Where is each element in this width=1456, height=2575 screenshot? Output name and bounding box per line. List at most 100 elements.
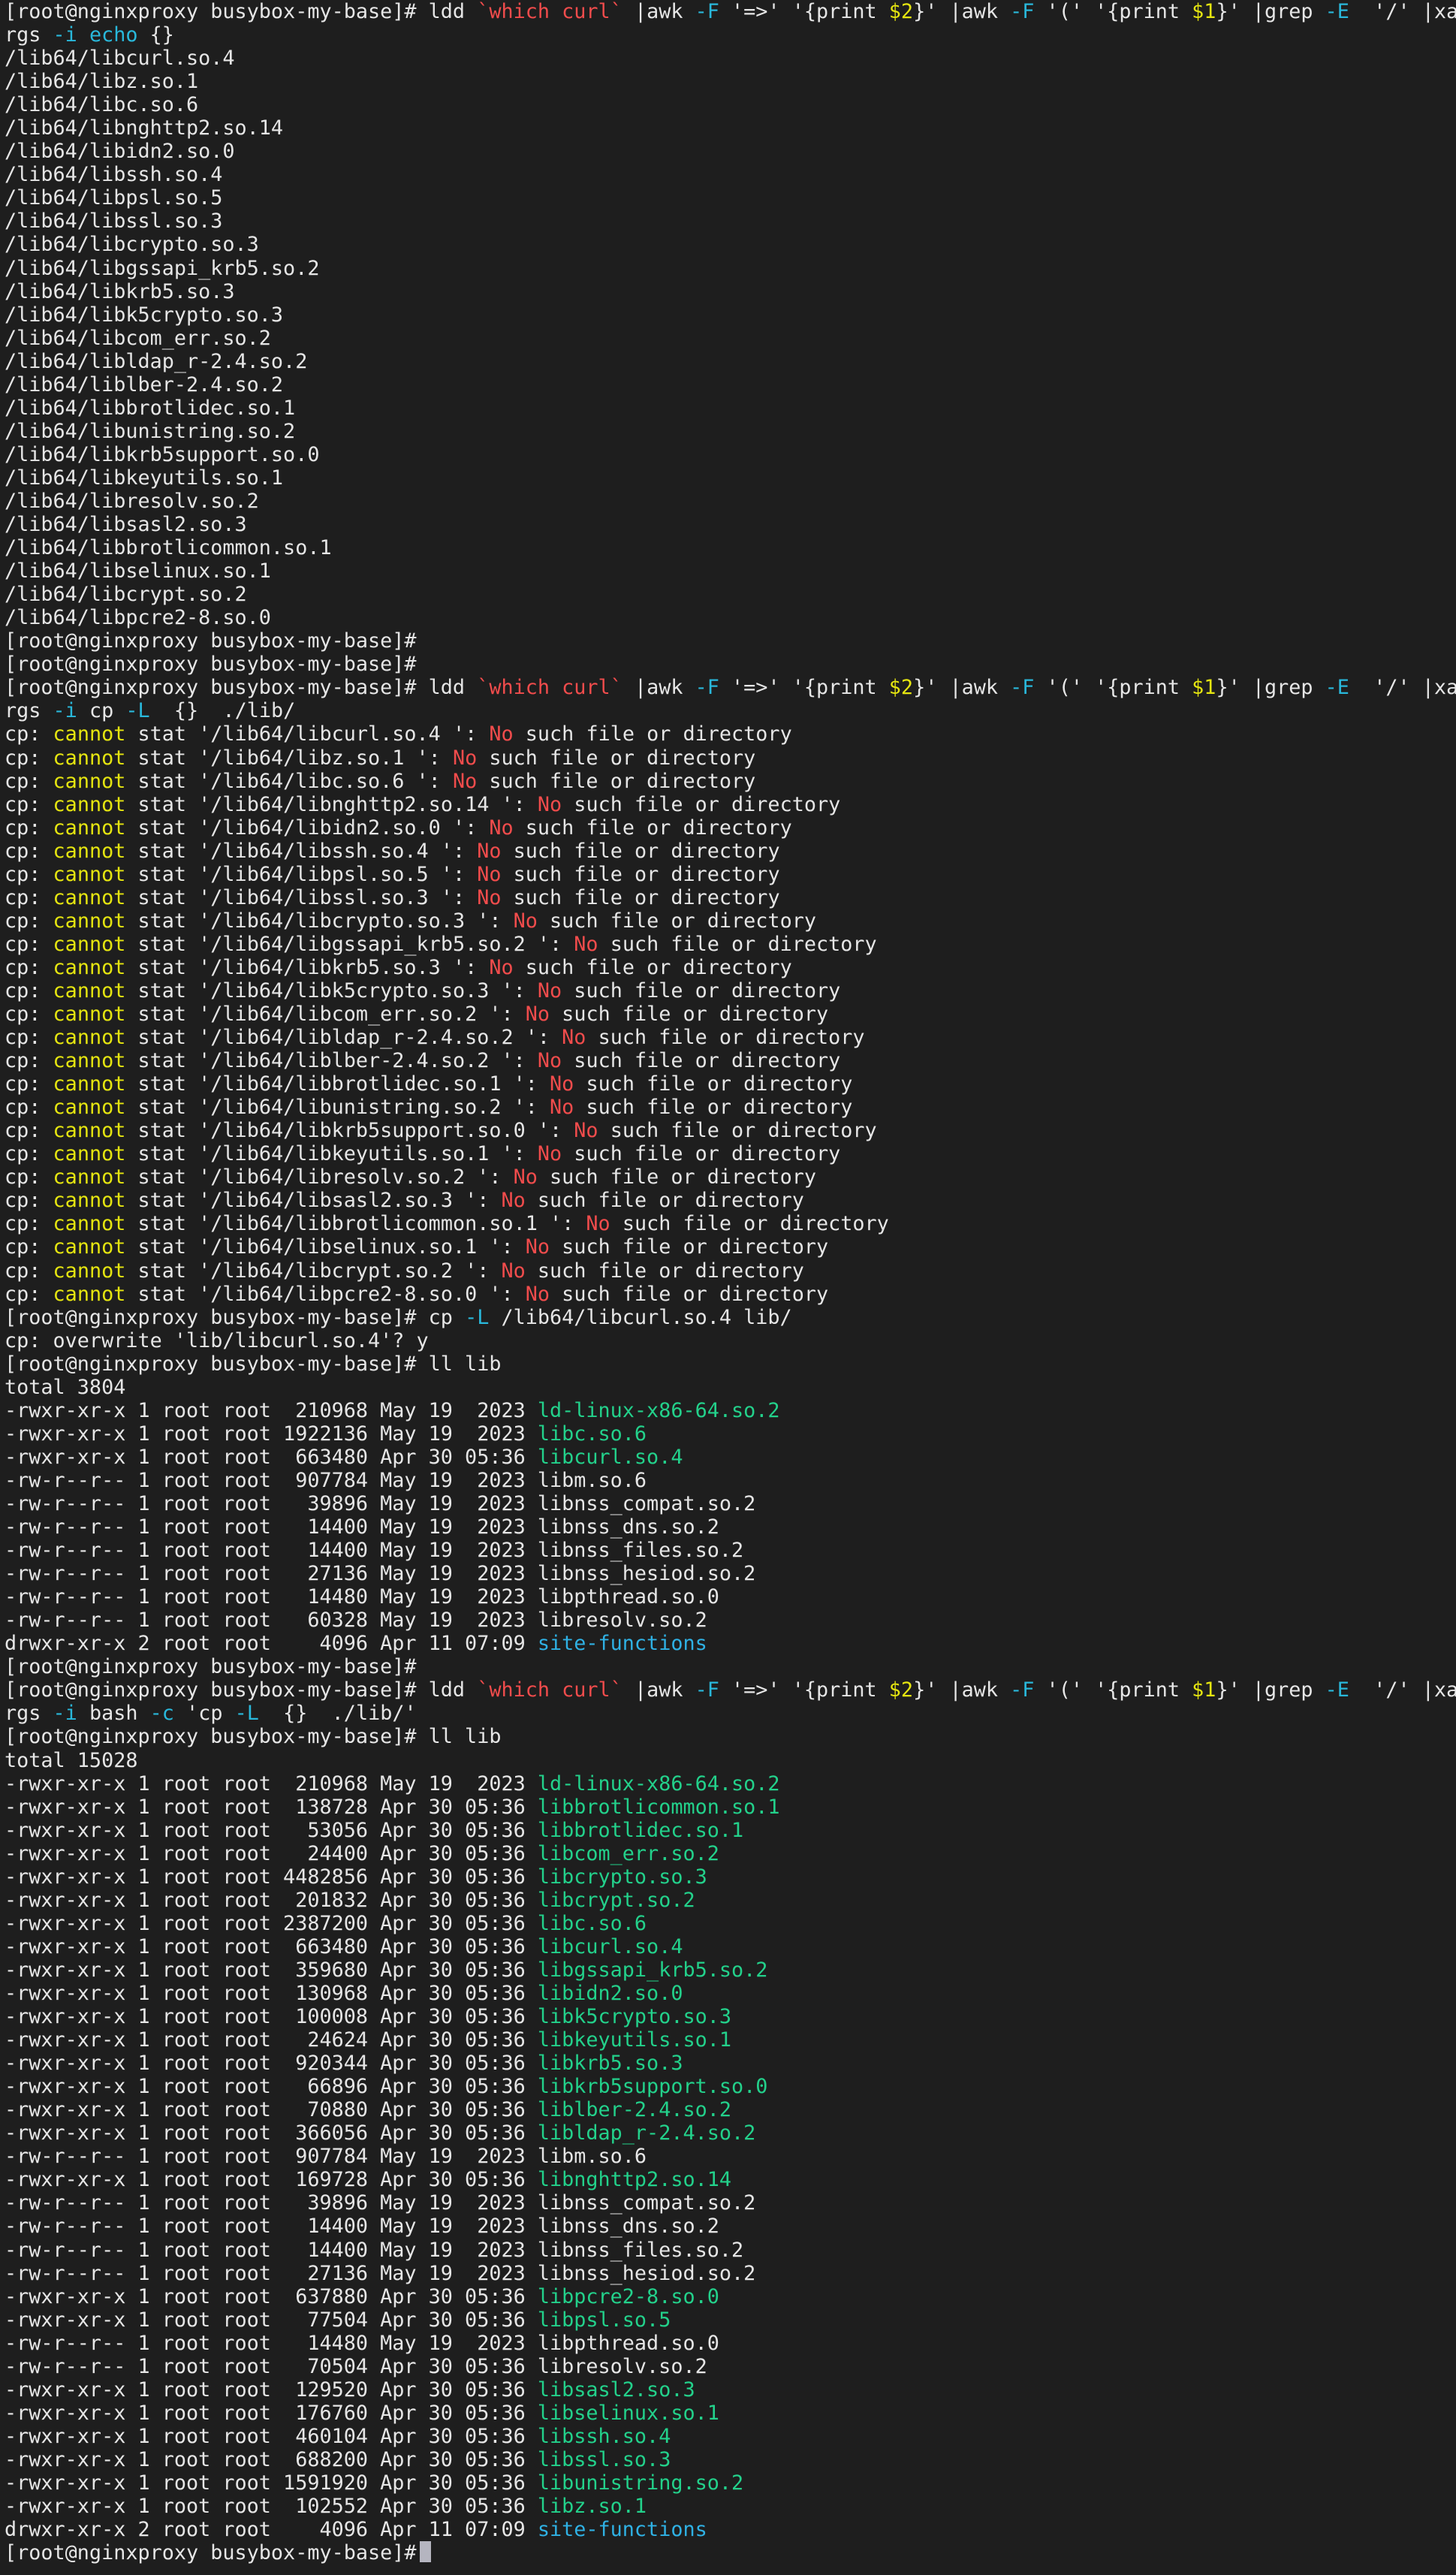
terminal-text: libunistring.so.2 — [537, 2471, 744, 2495]
terminal-line: cp: cannot stat '/lib64/libpcre2-8.so.0 … — [5, 1283, 1456, 1306]
terminal-text: -rw-r--r-- 1 root root 14400 May 19 2023… — [5, 2215, 719, 2239]
terminal-line: -rw-r--r-- 1 root root 14400 May 19 2023… — [5, 1539, 1456, 1562]
terminal-text: -rw-r--r-- 1 root root 14480 May 19 2023… — [5, 1585, 719, 1609]
terminal-text: -i — [53, 23, 77, 47]
terminal-text: libcurl.so.4 — [537, 1445, 683, 1469]
terminal-text: /lib64/libsasl2.so.3 — [5, 513, 247, 537]
terminal-text: stat '/lib64/libbrotlicommon.so.1 ': — [125, 1212, 586, 1236]
terminal-text: No — [452, 746, 478, 770]
terminal-text: ld-linux-x86-64.so.2 — [537, 1398, 780, 1422]
terminal-text: /lib64/liblber-2.4.so.2 — [5, 372, 284, 397]
terminal-line: -rwxr-xr-x 1 root root 100008 Apr 30 05:… — [5, 2005, 1456, 2028]
terminal-text: -rw-r--r-- 1 root root 14480 May 19 2023… — [5, 2331, 719, 2355]
terminal-text: -rw-r--r-- 1 root root 14400 May 19 2023… — [5, 1515, 719, 1539]
terminal-text: -rwxr-xr-x 1 root root 1591920 Apr 30 05… — [5, 2471, 538, 2495]
terminal-text: -rwxr-xr-x 1 root root 2387200 Apr 30 05… — [5, 1911, 538, 1935]
terminal-text: /lib64/libnghttp2.so.14 — [5, 116, 284, 140]
terminal-text: cannot — [53, 1212, 126, 1236]
terminal-text: $2 — [888, 676, 914, 700]
terminal-text: -F — [1010, 1678, 1035, 1702]
terminal-text: drwxr-xr-x 2 root root 4096 Apr 11 07:09 — [5, 2518, 538, 2542]
terminal-text: such file or directory — [550, 1282, 829, 1306]
terminal-text: libk5crypto.so.3 — [537, 2005, 731, 2029]
terminal-text: such file or directory — [513, 722, 792, 746]
terminal-text: {} ./lib/ — [149, 699, 296, 723]
terminal-line: cp: cannot stat '/lib64/libgssapi_krb5.s… — [5, 933, 1456, 956]
terminal-text: /lib64/libcom_err.so.2 — [5, 326, 271, 350]
terminal-text: -F — [1010, 0, 1035, 23]
terminal-text: -rwxr-xr-x 1 root root 637880 Apr 30 05:… — [5, 2284, 538, 2308]
terminal-text: cannot — [53, 1235, 126, 1259]
terminal-output[interactable]: [root@nginxproxy busybox-my-base]# ldd `… — [5, 0, 1456, 2564]
terminal-line: cp: cannot stat '/lib64/libbrotlicommon.… — [5, 1212, 1456, 1235]
terminal-line: -rw-r--r-- 1 root root 907784 May 19 202… — [5, 1469, 1456, 1492]
terminal-text: cannot — [53, 792, 126, 816]
terminal-text: -rwxr-xr-x 1 root root 129520 Apr 30 05:… — [5, 2378, 538, 2402]
terminal-text: cp: — [5, 769, 53, 793]
terminal-line: cp: cannot stat '/lib64/libpsl.so.5 ': N… — [5, 863, 1456, 886]
terminal-text: -rw-r--r-- 1 root root 70504 Apr 30 05:3… — [5, 2354, 707, 2378]
terminal-text: /lib64/libssh.so.4 — [5, 163, 223, 187]
terminal-text: cp: — [5, 1119, 53, 1143]
terminal-line: -rw-r--r-- 1 root root 70504 Apr 30 05:3… — [5, 2355, 1456, 2378]
terminal-text: -F — [695, 676, 719, 700]
terminal-line: -rwxr-xr-x 1 root root 210968 May 19 202… — [5, 1399, 1456, 1422]
terminal-line: /lib64/libssh.so.4 — [5, 163, 1456, 186]
terminal-text: cp: — [5, 1282, 53, 1306]
terminal-line: /lib64/libz.so.1 — [5, 70, 1456, 93]
terminal-text: stat '/lib64/libgssapi_krb5.so.2 ': — [125, 932, 574, 956]
terminal-line: cp: cannot stat '/lib64/libidn2.so.0 ': … — [5, 816, 1456, 840]
terminal-text: /lib64/libbrotlicommon.so.1 — [5, 536, 332, 560]
terminal-text: '=>' '{print — [719, 1678, 889, 1702]
terminal-text: bash — [77, 1702, 150, 1726]
terminal-text: cannot — [53, 978, 126, 1003]
terminal-text: libpcre2-8.so.0 — [537, 2284, 719, 2308]
terminal-line: [root@nginxproxy busybox-my-base]# ll li… — [5, 1725, 1456, 1748]
terminal-text: stat '/lib64/libz.so.1 ': — [125, 746, 453, 770]
terminal-line: /lib64/libpcre2-8.so.0 — [5, 606, 1456, 629]
terminal-text: cp: — [5, 1189, 53, 1213]
terminal-text: [root@nginxproxy busybox-my-base]# cp — [5, 1305, 466, 1329]
terminal-text: `which curl` — [477, 676, 622, 700]
terminal-text: $2 — [888, 0, 914, 23]
terminal-line: cp: cannot stat '/lib64/libldap_r-2.4.so… — [5, 1026, 1456, 1049]
terminal-text: -F — [695, 1678, 719, 1702]
terminal-text: ld-linux-x86-64.so.2 — [537, 1771, 780, 1796]
terminal-text: |awk — [622, 676, 695, 700]
text-cursor[interactable] — [419, 2541, 431, 2563]
terminal-text: cannot — [53, 862, 126, 886]
terminal-line: cp: cannot stat '/lib64/libresolv.so.2 '… — [5, 1165, 1456, 1189]
terminal-text: cannot — [53, 1259, 126, 1283]
terminal-text: cp: — [5, 1003, 53, 1027]
terminal-line: cp: cannot stat '/lib64/libnghttp2.so.14… — [5, 793, 1456, 816]
terminal-text: '/' |xa — [1349, 1678, 1456, 1702]
terminal-text: /lib64/libcrypto.so.3 — [5, 233, 259, 257]
terminal-line: rgs -i bash -c 'cp -L {} ./lib/' — [5, 1702, 1456, 1725]
terminal-text: -rwxr-xr-x 1 root root 24400 Apr 30 05:3… — [5, 1841, 538, 1865]
terminal-text: }' |awk — [913, 0, 1011, 23]
terminal-line: -rwxr-xr-x 1 root root 24624 Apr 30 05:3… — [5, 2028, 1456, 2052]
terminal-text: No — [513, 909, 538, 933]
terminal-text: libgssapi_krb5.so.2 — [537, 1958, 768, 1982]
terminal-line: /lib64/liblber-2.4.so.2 — [5, 373, 1456, 397]
terminal-text: stat '/lib64/libbrotlidec.so.1 ': — [125, 1072, 550, 1096]
terminal-text: /lib64/libcurl.so.4 lib/ — [489, 1305, 792, 1329]
terminal-text: stat '/lib64/libpsl.so.5 ': — [125, 862, 478, 886]
terminal-line: -rwxr-xr-x 1 root root 1922136 May 19 20… — [5, 1422, 1456, 1446]
terminal-text: No — [501, 1189, 526, 1213]
terminal-text: cannot — [53, 955, 126, 979]
terminal-line: -rw-r--r-- 1 root root 14480 May 19 2023… — [5, 2332, 1456, 2355]
terminal-text: libsasl2.so.3 — [537, 2378, 695, 2402]
terminal-text: such file or directory — [562, 1142, 841, 1166]
terminal-line: cp: cannot stat '/lib64/liblber-2.4.so.2… — [5, 1049, 1456, 1072]
terminal-text: No — [477, 862, 502, 886]
terminal-text: No — [550, 1072, 574, 1096]
terminal-text: stat '/lib64/libsasl2.so.3 ': — [125, 1189, 502, 1213]
terminal-text: stat '/lib64/libssl.so.3 ': — [125, 885, 478, 909]
terminal-text: drwxr-xr-x 2 root root 4096 Apr 11 07:09 — [5, 1632, 538, 1656]
terminal-text: No — [525, 1235, 550, 1259]
terminal-text: $2 — [888, 1678, 914, 1702]
terminal-line: cp: cannot stat '/lib64/libcrypt.so.2 ':… — [5, 1259, 1456, 1283]
terminal-text: /lib64/libpcre2-8.so.0 — [5, 606, 271, 630]
terminal-text: cp: — [5, 1142, 53, 1166]
